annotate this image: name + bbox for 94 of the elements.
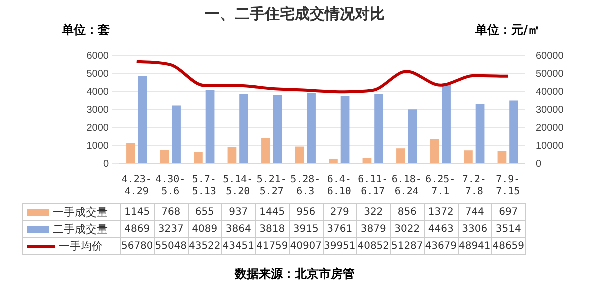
data-label: 3864 [222, 220, 256, 238]
y-tick-label: 1000 [86, 140, 110, 152]
y-tick-label: 5000 [86, 68, 110, 80]
data-label: 40907 [289, 238, 323, 254]
data-label: 322 [356, 204, 390, 220]
x-tick-label: 7.9-7.15 [496, 174, 520, 198]
data-label: 4463 [424, 220, 458, 238]
data-label: 956 [289, 204, 323, 220]
x-tick-label: 6.25-7.1 [426, 174, 456, 198]
data-label: 697 [492, 204, 526, 220]
bar [430, 139, 440, 164]
data-label: 39951 [323, 238, 357, 254]
data-label: 937 [222, 204, 256, 220]
data-label: 4869 [120, 220, 154, 238]
bar [160, 150, 170, 164]
legend-label: 一手成交量 [22, 204, 120, 220]
data-label: 51287 [390, 238, 424, 254]
bar [442, 84, 451, 164]
x-tick-label: 7.2-7.8 [462, 174, 486, 198]
bar [510, 100, 518, 164]
bar [273, 95, 282, 164]
y-tick-label: 0 [103, 158, 110, 170]
data-label: 4089 [188, 220, 222, 238]
data-label: 1445 [256, 204, 290, 220]
data-label: 856 [390, 204, 424, 220]
data-label: 3761 [323, 220, 357, 238]
bar [206, 90, 215, 164]
data-label: 48659 [492, 238, 526, 254]
data-label: 279 [323, 204, 357, 220]
bar [194, 152, 203, 164]
bar [228, 147, 237, 164]
data-label: 1372 [424, 204, 458, 220]
source-note: 数据来源：北京市房管 [234, 266, 356, 283]
data-label: 56780 [120, 238, 154, 254]
bar [329, 158, 338, 164]
data-label: 3915 [289, 220, 323, 238]
data-label: 41759 [256, 238, 290, 254]
bar [126, 143, 136, 164]
data-label: 744 [458, 204, 492, 220]
y2-tick-label: 20000 [536, 122, 564, 134]
data-label: 3022 [390, 220, 424, 238]
data-label: 43522 [188, 238, 222, 254]
bar [307, 94, 316, 164]
x-tick-label: 4.30-5.6 [156, 174, 186, 198]
x-tick-label: 5.14-5.20 [223, 174, 254, 198]
data-label: 43679 [424, 238, 458, 254]
x-tick-label: 6.18-6.24 [392, 174, 422, 198]
bar [374, 94, 384, 164]
legend-label: 一手均价 [22, 238, 120, 254]
data-label: 3237 [154, 220, 188, 238]
x-tick-label: 4.23-4.29 [122, 174, 152, 198]
x-tick-label: 5.21-5.27 [256, 174, 287, 198]
data-label: 3818 [256, 220, 290, 238]
data-label: 3879 [356, 220, 390, 238]
bar [172, 106, 181, 164]
data-label: 768 [154, 204, 188, 220]
y2-tick-label: 60000 [536, 50, 564, 62]
data-label: 48941 [458, 238, 492, 254]
legend-label: 二手成交量 [22, 220, 120, 238]
data-label: 55048 [154, 238, 188, 254]
data-label: 43451 [222, 238, 256, 254]
y2-tick-label: 0 [536, 158, 542, 170]
bar [340, 96, 350, 164]
bar [498, 151, 507, 164]
y-tick-label: 2000 [86, 122, 110, 134]
y2-tick-label: 40000 [536, 86, 564, 98]
bar [262, 138, 270, 164]
data-label: 1145 [120, 204, 154, 220]
bar [240, 94, 248, 164]
y-axis-title: 单位：套 [62, 22, 110, 39]
bar [396, 148, 406, 164]
data-label: 40852 [356, 238, 390, 254]
bar [138, 76, 148, 164]
y2-tick-label: 30000 [536, 104, 564, 116]
y-tick-label: 3000 [86, 104, 110, 116]
line-series [135, 60, 510, 94]
chart-title: 一、二手住宅成交情况对比 [205, 4, 385, 23]
bar [408, 110, 418, 164]
y-tick-label: 4000 [86, 86, 110, 98]
y-tick-label: 6000 [86, 50, 110, 62]
data-label: 655 [188, 204, 222, 220]
bar [362, 158, 372, 164]
y2-axis-title: 单位：元/㎡ [476, 22, 540, 39]
bar [464, 150, 473, 164]
bar [476, 104, 485, 164]
x-tick-label: 6.4-6.10 [327, 174, 352, 198]
x-tick-label: 5.28-6.3 [290, 174, 321, 198]
y2-tick-label: 50000 [536, 68, 564, 80]
bar [295, 146, 304, 164]
data-label: 3514 [492, 220, 526, 238]
y2-tick-label: 10000 [536, 140, 564, 152]
data-label: 3306 [458, 220, 492, 238]
x-tick-label: 6.11-6.17 [358, 174, 388, 198]
x-tick-label: 5.7-5.13 [192, 174, 216, 198]
